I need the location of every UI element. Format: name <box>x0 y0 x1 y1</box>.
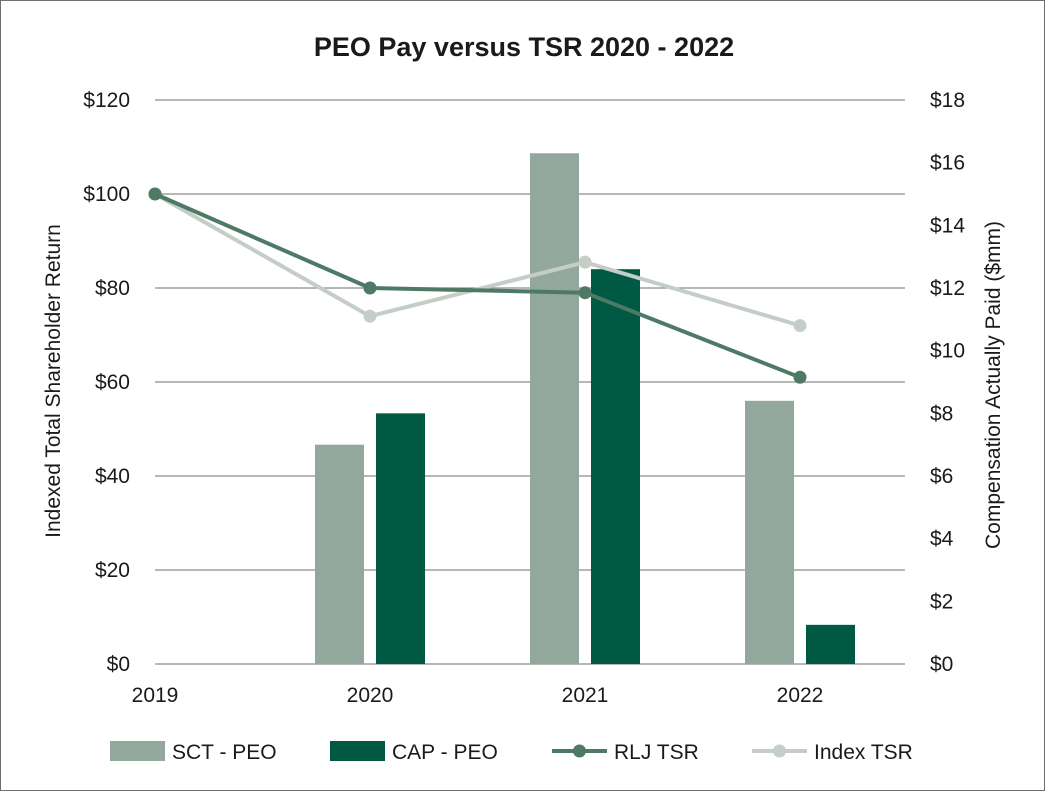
right-tick-label: $8 <box>930 402 953 425</box>
point-index-tsr <box>363 309 377 323</box>
point-rlj-tsr <box>793 370 807 384</box>
point-index-tsr <box>578 255 592 269</box>
bar-sct-peo <box>315 444 364 664</box>
point-rlj-tsr <box>578 286 592 300</box>
lines <box>148 187 807 384</box>
line-index-tsr <box>154 192 801 328</box>
right-tick-label: $0 <box>930 653 953 676</box>
chart-title: PEO Pay versus TSR 2020 - 2022 <box>314 32 734 62</box>
bars <box>315 153 855 664</box>
point-rlj-tsr <box>148 187 162 201</box>
bar-sct-peo <box>530 153 579 664</box>
right-tick-label: $18 <box>930 89 965 112</box>
left-tick-label: $40 <box>95 465 130 488</box>
legend-swatch-cap-peo <box>330 741 385 761</box>
left-axis-title: Indexed Total Shareholder Return <box>42 224 65 538</box>
legend-swatch-sct-peo <box>110 741 165 761</box>
bar-cap-peo <box>806 624 855 664</box>
right-tick-label: $2 <box>930 590 953 613</box>
legend-label-cap-peo: CAP - PEO <box>392 741 498 764</box>
left-axis-ticks: $0 $20 $40 $60 $80 $100 $120 <box>83 89 130 676</box>
legend-marker-index-tsr <box>773 744 786 758</box>
legend-label-rlj-tsr: RLJ TSR <box>614 741 699 764</box>
legend-marker-rlj-tsr <box>573 744 586 758</box>
right-axis-title: Compensation Actually Paid ($mm) <box>982 221 1005 549</box>
left-tick-label: $60 <box>95 371 130 394</box>
left-tick-label: $120 <box>83 89 130 112</box>
left-tick-label: $0 <box>107 653 130 676</box>
right-tick-label: $16 <box>930 152 965 175</box>
line-rlj-tsr <box>154 192 801 380</box>
x-tick-label: 2019 <box>132 684 179 707</box>
bar-cap-peo <box>591 269 640 664</box>
left-tick-label: $80 <box>95 277 130 300</box>
right-tick-label: $6 <box>930 465 953 488</box>
legend-label-index-tsr: Index TSR <box>814 741 913 764</box>
point-rlj-tsr <box>363 281 377 295</box>
right-axis-ticks: $0 $2 $4 $6 $8 $10 $12 $14 $16 $18 <box>930 89 965 676</box>
bar-cap-peo <box>376 413 425 664</box>
x-tick-label: 2020 <box>347 684 394 707</box>
legend-label-sct-peo: SCT - PEO <box>172 741 277 764</box>
right-tick-label: $12 <box>930 277 965 300</box>
bar-sct-peo <box>745 400 794 664</box>
right-tick-label: $14 <box>930 214 965 237</box>
legend: SCT - PEO CAP - PEO RLJ TSR Index TSR <box>110 741 913 764</box>
x-axis-ticks: 2019 2020 2021 2022 <box>132 684 824 707</box>
right-tick-label: $10 <box>930 340 965 363</box>
right-tick-label: $4 <box>930 528 954 551</box>
left-tick-label: $100 <box>83 183 130 206</box>
point-index-tsr <box>793 319 807 333</box>
left-tick-label: $20 <box>95 559 130 582</box>
x-tick-label: 2022 <box>777 684 824 707</box>
x-tick-label: 2021 <box>562 684 609 707</box>
